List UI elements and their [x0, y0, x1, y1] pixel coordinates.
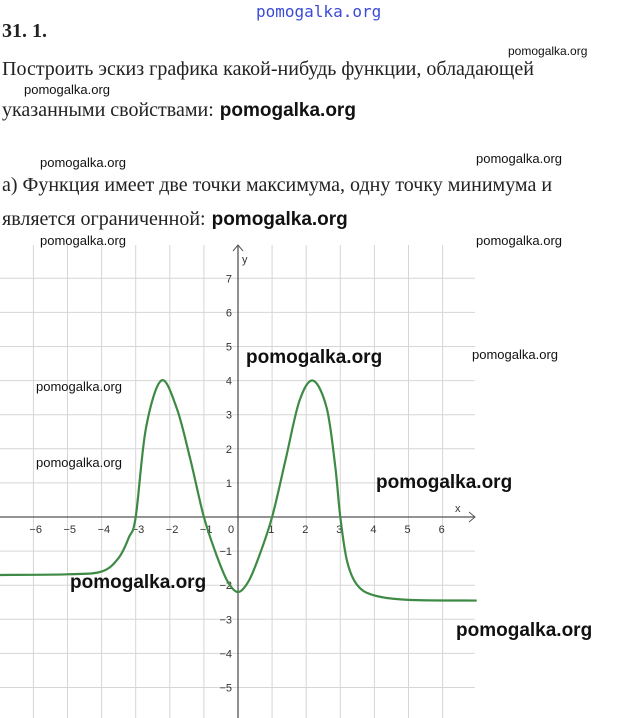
- y-axis-label: y: [242, 254, 248, 266]
- function-curve: [0, 379, 477, 602]
- y-tick-label: −3: [219, 614, 232, 626]
- x-tick-label: 1: [268, 524, 274, 536]
- x-tick-label: −5: [64, 524, 77, 536]
- watermark: pomogalka.org: [376, 472, 513, 493]
- watermark: pomogalka.org: [36, 455, 122, 470]
- watermark: pomogalka.org: [508, 44, 588, 58]
- x-tick-label: 3: [336, 524, 342, 536]
- watermark: pomogalka.org: [476, 151, 562, 166]
- watermark: pomogalka.org: [70, 572, 207, 593]
- x-tick-label: 2: [302, 524, 308, 536]
- y-tick-label: −5: [219, 683, 232, 695]
- x-tick-label: 0: [228, 524, 234, 536]
- watermark: pomogalka.org: [40, 233, 126, 248]
- axes: [0, 244, 476, 718]
- watermark: pomogalka.org: [472, 347, 558, 362]
- x-tick-label: −6: [29, 524, 42, 536]
- y-tick-label: −1: [219, 546, 232, 558]
- y-tick-label: 5: [226, 342, 232, 354]
- watermark: pomogalka.org: [219, 100, 356, 121]
- x-tick-label: −3: [132, 524, 145, 536]
- watermark: pomogalka.org: [24, 82, 110, 97]
- y-axis-arrow: [232, 244, 244, 252]
- watermark: pomogalka.org: [40, 155, 126, 170]
- text-line-4-row: является ограниченной: pomogalka.org: [2, 208, 348, 231]
- watermark: pomogalka.org: [211, 209, 348, 230]
- watermark: pomogalka.org: [476, 233, 562, 248]
- x-axis-label: x: [455, 503, 461, 515]
- y-tick-label: 2: [226, 444, 232, 456]
- watermark: pomogalka.org: [246, 347, 383, 368]
- x-tick-label: 6: [439, 524, 445, 536]
- x-tick-label: 4: [370, 524, 376, 536]
- y-tick-label: 1: [226, 478, 232, 490]
- y-tick-label: 3: [226, 410, 232, 422]
- x-axis-arrow: [468, 511, 476, 523]
- watermark: pomogalka.org: [456, 620, 593, 641]
- y-tick-label: 4: [226, 376, 232, 388]
- text-line-3: а) Функция имеет две точки максимума, од…: [2, 174, 553, 196]
- watermark: pomogalka.org: [36, 379, 122, 394]
- x-tick-label: 5: [405, 524, 411, 536]
- y-tick-label: −4: [219, 648, 232, 660]
- y-tick-label: 7: [226, 273, 232, 285]
- watermark-top: pomogalka.org: [256, 2, 382, 21]
- problem-number: 31. 1.: [2, 20, 47, 42]
- text-line-4: является ограниченной:: [2, 208, 206, 230]
- x-tick-label: −4: [98, 524, 111, 536]
- y-tick-label: 6: [226, 307, 232, 319]
- x-tick-label: −2: [166, 524, 179, 536]
- text-line-2-row: указанными свойствами: pomogalka.org: [2, 99, 356, 122]
- text-line-1: Построить эскиз графика какой-нибудь фун…: [2, 58, 534, 80]
- text-line-2: указанными свойствами:: [2, 99, 214, 121]
